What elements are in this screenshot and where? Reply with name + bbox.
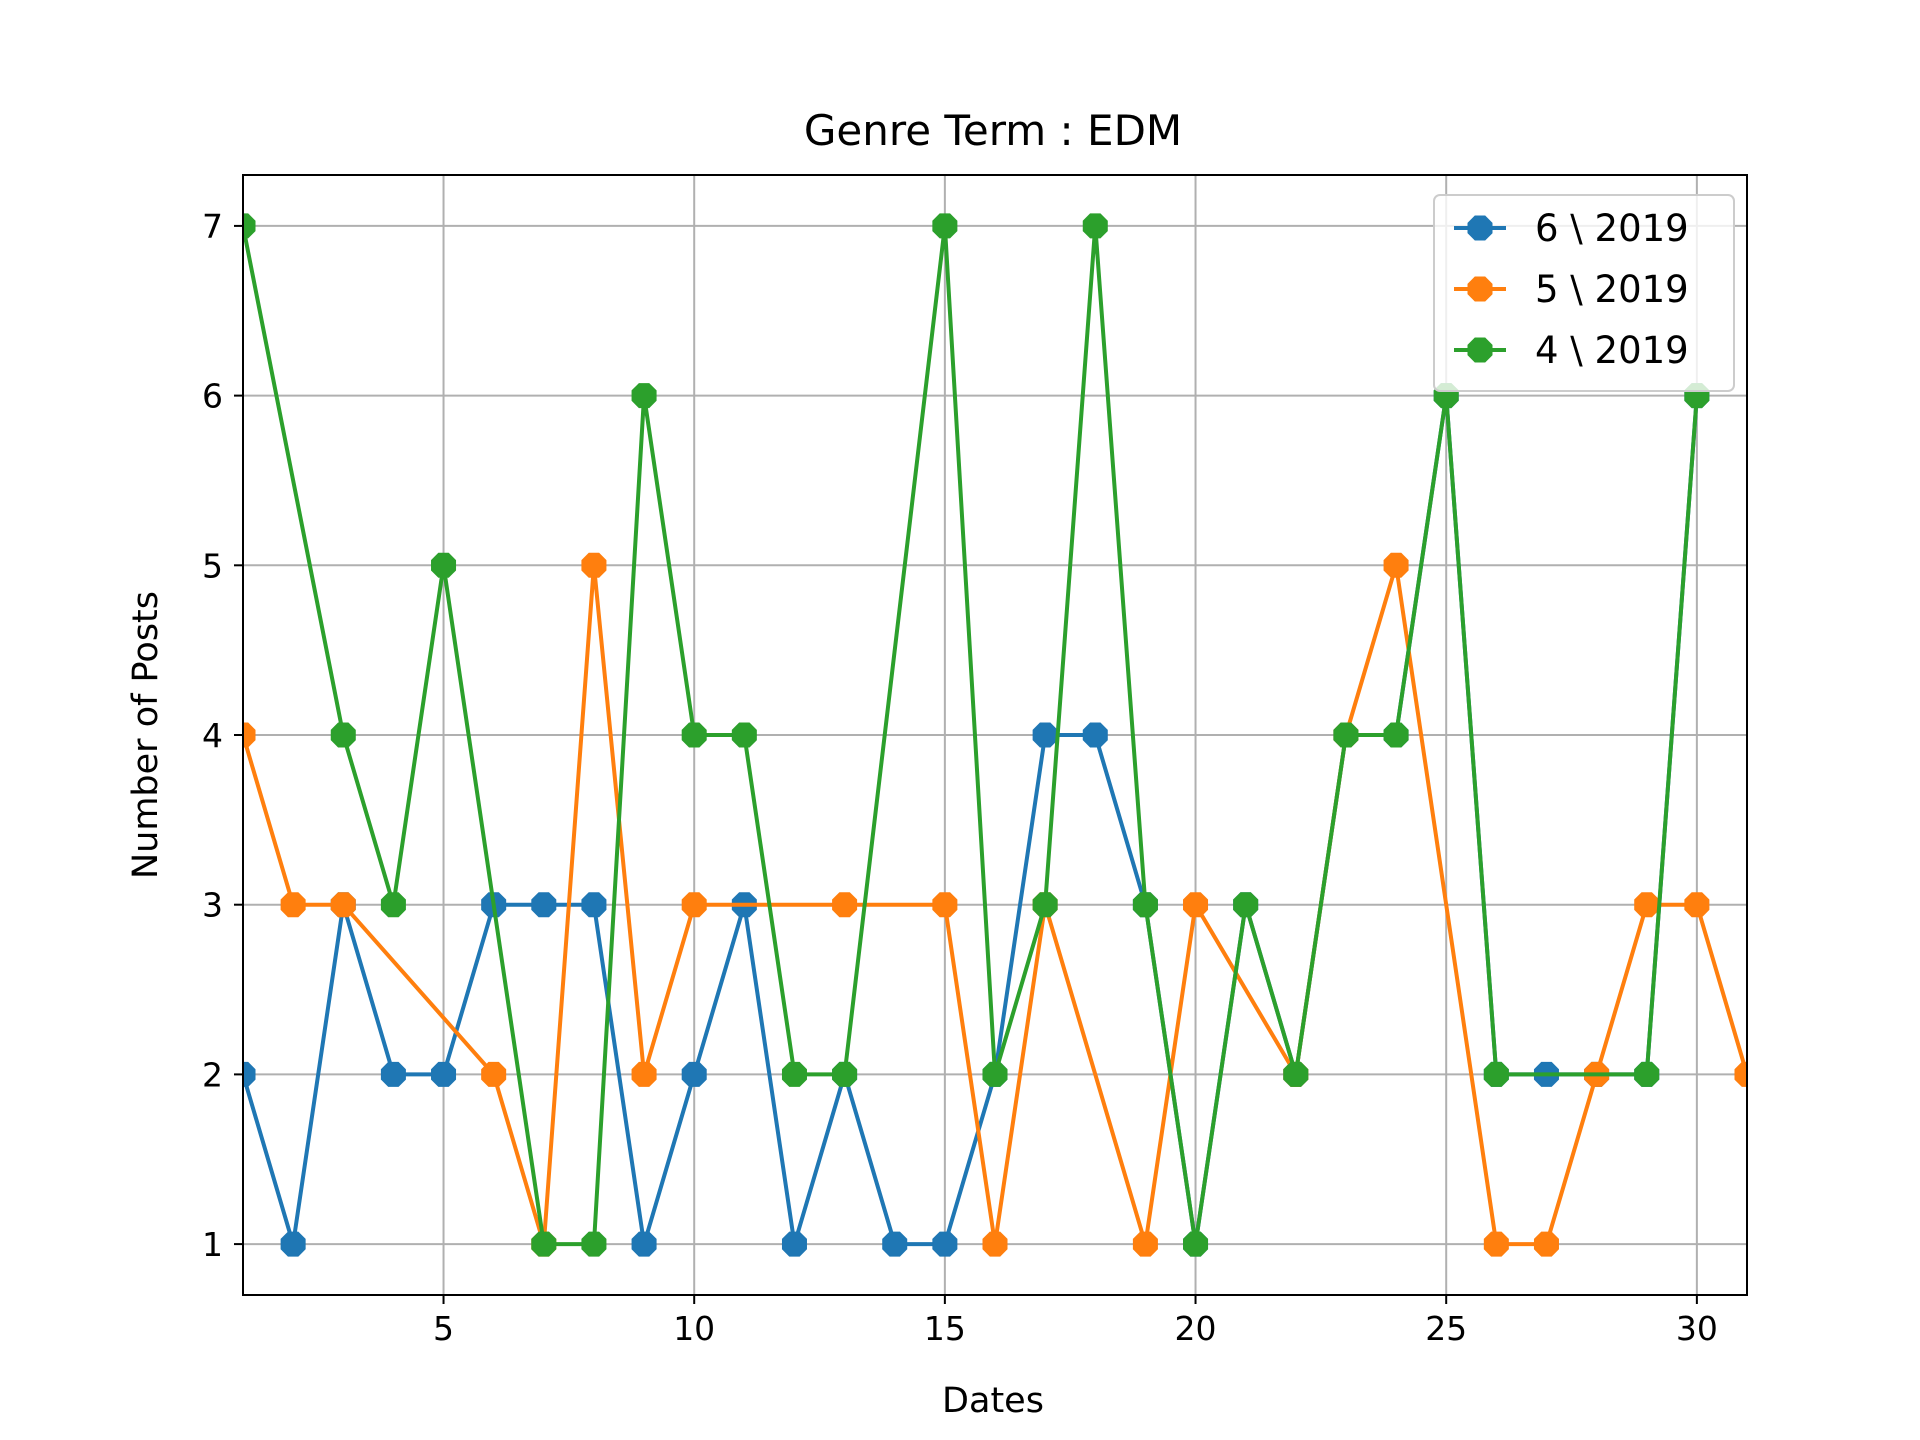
y-tick-label: 5 (202, 546, 223, 585)
data-point (932, 213, 958, 239)
data-point (832, 892, 858, 918)
x-tick-label: 20 (1175, 1309, 1217, 1348)
y-tick-label: 3 (202, 886, 223, 925)
x-tick-label: 15 (924, 1309, 966, 1348)
data-point (1183, 1231, 1209, 1257)
legend-marker (1467, 276, 1493, 302)
y-tick-label: 7 (202, 207, 223, 246)
legend-marker (1467, 215, 1493, 241)
data-point (1734, 1061, 1747, 1087)
data-point (631, 1231, 657, 1257)
data-point (531, 892, 557, 918)
data-point (832, 1061, 858, 1087)
data-point (380, 892, 406, 918)
legend-item: 6 \ 2019 (1454, 207, 1689, 250)
legend-marker (1467, 337, 1493, 363)
series-layer (243, 213, 1747, 1257)
data-point (982, 1231, 1008, 1257)
legend-box (1433, 194, 1735, 392)
data-point (1634, 1061, 1660, 1087)
data-point (280, 1231, 306, 1257)
data-point (1032, 892, 1058, 918)
data-point (1233, 892, 1259, 918)
data-point (631, 383, 657, 409)
data-point (932, 1231, 958, 1257)
y-tick-label: 4 (202, 716, 223, 755)
data-point (781, 1231, 807, 1257)
chart-title: Genre Term : EDM (804, 106, 1182, 155)
legend-item: 4 \ 2019 (1454, 329, 1689, 372)
y-tick-label: 6 (202, 377, 223, 416)
legend-label: 6 \ 2019 (1535, 207, 1689, 250)
data-point (681, 1061, 707, 1087)
data-point (731, 722, 757, 748)
data-point (631, 1061, 657, 1087)
y-axis-title: Number of Posts (126, 591, 166, 879)
series-2 (243, 213, 1710, 1257)
data-point (1032, 722, 1058, 748)
data-point (1333, 722, 1359, 748)
x-tick-label: 30 (1676, 1309, 1718, 1348)
data-point (481, 1061, 507, 1087)
data-point (1082, 213, 1108, 239)
x-tick-label: 5 (433, 1309, 454, 1348)
legend-items: 6 \ 2019 5 \ 2019 4 \ 2019 (1454, 207, 1689, 372)
data-point (380, 1061, 406, 1087)
data-point (932, 892, 958, 918)
data-point (330, 722, 356, 748)
data-point (431, 552, 457, 578)
data-point (581, 892, 607, 918)
legend: 6 \ 2019 5 \ 2019 4 \ 2019 (1433, 194, 1735, 392)
x-tick-label: 25 (1425, 1309, 1467, 1348)
legend-label: 5 \ 2019 (1535, 268, 1689, 311)
data-point (243, 1061, 256, 1087)
data-point (330, 892, 356, 918)
data-point (681, 722, 707, 748)
data-point (1684, 892, 1710, 918)
y-tick-label: 1 (202, 1225, 223, 1264)
legend-label: 4 \ 2019 (1535, 329, 1689, 372)
data-point (1132, 892, 1158, 918)
data-point (882, 1231, 908, 1257)
data-point (431, 1061, 457, 1087)
y-tick-label: 2 (202, 1055, 223, 1094)
data-point (243, 213, 256, 239)
data-point (581, 1231, 607, 1257)
axis-ticks: 5 10 15 20 25 30 1 2 3 4 5 6 7 (202, 207, 1718, 1348)
data-point (1383, 722, 1409, 748)
data-point (1483, 1061, 1509, 1087)
data-point (280, 892, 306, 918)
data-point (531, 1231, 557, 1257)
data-point (1483, 1231, 1509, 1257)
data-point (243, 722, 256, 748)
data-point (681, 892, 707, 918)
x-axis-title: Dates (942, 1381, 1044, 1421)
data-point (1283, 1061, 1309, 1087)
data-point (1533, 1231, 1559, 1257)
data-point (982, 1061, 1008, 1087)
x-tick-label: 10 (673, 1309, 715, 1348)
data-point (1183, 892, 1209, 918)
data-point (1082, 722, 1108, 748)
data-point (1634, 892, 1660, 918)
data-point (581, 552, 607, 578)
legend-item: 5 \ 2019 (1454, 268, 1689, 311)
data-point (781, 1061, 807, 1087)
data-point (1132, 1231, 1158, 1257)
data-point (1383, 552, 1409, 578)
